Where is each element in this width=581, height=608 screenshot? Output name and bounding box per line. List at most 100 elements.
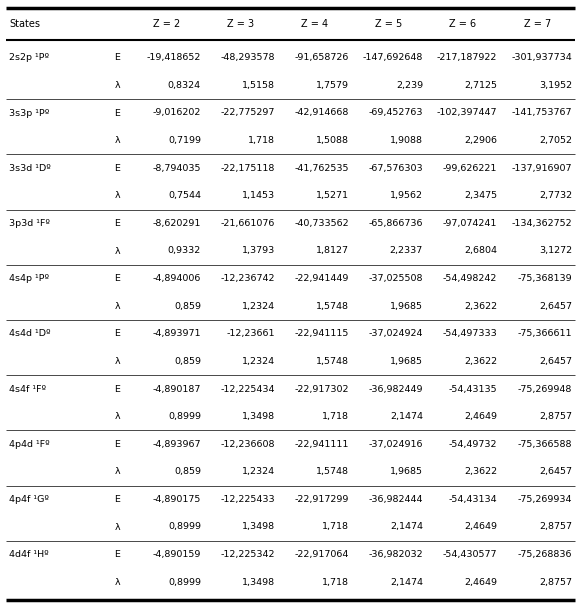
Text: 3p3d ¹Fº: 3p3d ¹Fº bbox=[9, 219, 50, 228]
Text: 2,1474: 2,1474 bbox=[390, 412, 423, 421]
Text: -22,941111: -22,941111 bbox=[295, 440, 349, 449]
Text: -21,661076: -21,661076 bbox=[221, 219, 275, 228]
Text: λ: λ bbox=[114, 357, 120, 366]
Text: -22,917302: -22,917302 bbox=[295, 384, 349, 393]
Text: 4s4p ¹Pº: 4s4p ¹Pº bbox=[9, 274, 49, 283]
Text: E: E bbox=[114, 330, 120, 338]
Text: -22,775297: -22,775297 bbox=[221, 108, 275, 117]
Text: λ: λ bbox=[114, 302, 120, 311]
Text: -8,620291: -8,620291 bbox=[153, 219, 201, 228]
Text: -8,794035: -8,794035 bbox=[152, 164, 201, 173]
Text: Z = 5: Z = 5 bbox=[375, 19, 403, 29]
Text: λ: λ bbox=[114, 192, 120, 200]
Text: -36,982444: -36,982444 bbox=[368, 495, 423, 504]
Text: -4,893967: -4,893967 bbox=[152, 440, 201, 449]
Text: -37,025508: -37,025508 bbox=[368, 274, 423, 283]
Text: E: E bbox=[114, 108, 120, 117]
Text: -4,893971: -4,893971 bbox=[152, 330, 201, 338]
Text: 4p4d ¹Fº: 4p4d ¹Fº bbox=[9, 440, 50, 449]
Text: 3s3p ¹Pº: 3s3p ¹Pº bbox=[9, 108, 49, 117]
Text: -99,626221: -99,626221 bbox=[443, 164, 497, 173]
Text: -37,024916: -37,024916 bbox=[368, 440, 423, 449]
Text: 1,718: 1,718 bbox=[322, 412, 349, 421]
Text: E: E bbox=[114, 550, 120, 559]
Text: -147,692648: -147,692648 bbox=[363, 54, 423, 62]
Text: 0,8324: 0,8324 bbox=[168, 81, 201, 90]
Text: 1,2324: 1,2324 bbox=[242, 302, 275, 311]
Text: -75,269948: -75,269948 bbox=[518, 384, 572, 393]
Text: -41,762535: -41,762535 bbox=[295, 164, 349, 173]
Text: Z = 4: Z = 4 bbox=[302, 19, 329, 29]
Text: 1,3498: 1,3498 bbox=[242, 578, 275, 587]
Text: 1,718: 1,718 bbox=[322, 522, 349, 531]
Text: -40,733562: -40,733562 bbox=[295, 219, 349, 228]
Text: -22,917299: -22,917299 bbox=[295, 495, 349, 504]
Text: -69,452763: -69,452763 bbox=[368, 108, 423, 117]
Text: 1,5158: 1,5158 bbox=[242, 81, 275, 90]
Text: -37,024924: -37,024924 bbox=[368, 330, 423, 338]
Text: -4,890187: -4,890187 bbox=[153, 384, 201, 393]
Text: -9,016202: -9,016202 bbox=[153, 108, 201, 117]
Text: -22,917064: -22,917064 bbox=[295, 550, 349, 559]
Text: 2,7125: 2,7125 bbox=[464, 81, 497, 90]
Text: 2,6457: 2,6457 bbox=[539, 357, 572, 366]
Text: 3,1952: 3,1952 bbox=[539, 81, 572, 90]
Text: 4s4f ¹Fº: 4s4f ¹Fº bbox=[9, 384, 46, 393]
Text: 2,4649: 2,4649 bbox=[464, 522, 497, 531]
Text: 2,6457: 2,6457 bbox=[539, 468, 572, 476]
Text: 1,2324: 1,2324 bbox=[242, 357, 275, 366]
Text: -22,941449: -22,941449 bbox=[295, 274, 349, 283]
Text: λ: λ bbox=[114, 246, 120, 255]
Text: -4,890175: -4,890175 bbox=[153, 495, 201, 504]
Text: States: States bbox=[9, 19, 40, 29]
Text: 0,7199: 0,7199 bbox=[168, 136, 201, 145]
Text: -54,430577: -54,430577 bbox=[443, 550, 497, 559]
Text: 2,8757: 2,8757 bbox=[539, 578, 572, 587]
Text: E: E bbox=[114, 440, 120, 449]
Text: 2,7732: 2,7732 bbox=[539, 192, 572, 200]
Text: 1,5748: 1,5748 bbox=[316, 302, 349, 311]
Text: λ: λ bbox=[114, 412, 120, 421]
Text: 2,3622: 2,3622 bbox=[464, 302, 497, 311]
Text: -42,914668: -42,914668 bbox=[295, 108, 349, 117]
Text: E: E bbox=[114, 219, 120, 228]
Text: -54,49732: -54,49732 bbox=[449, 440, 497, 449]
Text: -102,397447: -102,397447 bbox=[436, 108, 497, 117]
Text: 2,4649: 2,4649 bbox=[464, 412, 497, 421]
Text: 2s2p ¹Pº: 2s2p ¹Pº bbox=[9, 54, 49, 62]
Text: Z = 7: Z = 7 bbox=[524, 19, 551, 29]
Text: -67,576303: -67,576303 bbox=[368, 164, 423, 173]
Text: E: E bbox=[114, 164, 120, 173]
Text: 2,2906: 2,2906 bbox=[464, 136, 497, 145]
Text: 0,859: 0,859 bbox=[174, 468, 201, 476]
Text: -36,982449: -36,982449 bbox=[368, 384, 423, 393]
Text: 0,859: 0,859 bbox=[174, 357, 201, 366]
Text: 1,3793: 1,3793 bbox=[242, 246, 275, 255]
Text: E: E bbox=[114, 384, 120, 393]
Text: 3s3d ¹Dº: 3s3d ¹Dº bbox=[9, 164, 51, 173]
Text: 0,7544: 0,7544 bbox=[168, 192, 201, 200]
Text: 1,9685: 1,9685 bbox=[390, 302, 423, 311]
Text: 1,718: 1,718 bbox=[248, 136, 275, 145]
Text: 1,5088: 1,5088 bbox=[316, 136, 349, 145]
Text: 4p4f ¹Gº: 4p4f ¹Gº bbox=[9, 495, 49, 504]
Text: -19,418652: -19,418652 bbox=[146, 54, 201, 62]
Text: 1,5748: 1,5748 bbox=[316, 357, 349, 366]
Text: 2,2337: 2,2337 bbox=[390, 246, 423, 255]
Text: -4,894006: -4,894006 bbox=[153, 274, 201, 283]
Text: 1,5748: 1,5748 bbox=[316, 468, 349, 476]
Text: -75,268836: -75,268836 bbox=[518, 550, 572, 559]
Text: 1,9562: 1,9562 bbox=[390, 192, 423, 200]
Text: -12,236742: -12,236742 bbox=[221, 274, 275, 283]
Text: 2,3475: 2,3475 bbox=[464, 192, 497, 200]
Text: E: E bbox=[114, 274, 120, 283]
Text: 2,3622: 2,3622 bbox=[464, 468, 497, 476]
Text: Z = 2: Z = 2 bbox=[153, 19, 181, 29]
Text: -54,498242: -54,498242 bbox=[443, 274, 497, 283]
Text: 1,3498: 1,3498 bbox=[242, 522, 275, 531]
Text: 2,6804: 2,6804 bbox=[464, 246, 497, 255]
Text: -36,982032: -36,982032 bbox=[368, 550, 423, 559]
Text: -137,916907: -137,916907 bbox=[511, 164, 572, 173]
Text: 1,9088: 1,9088 bbox=[390, 136, 423, 145]
Text: E: E bbox=[114, 495, 120, 504]
